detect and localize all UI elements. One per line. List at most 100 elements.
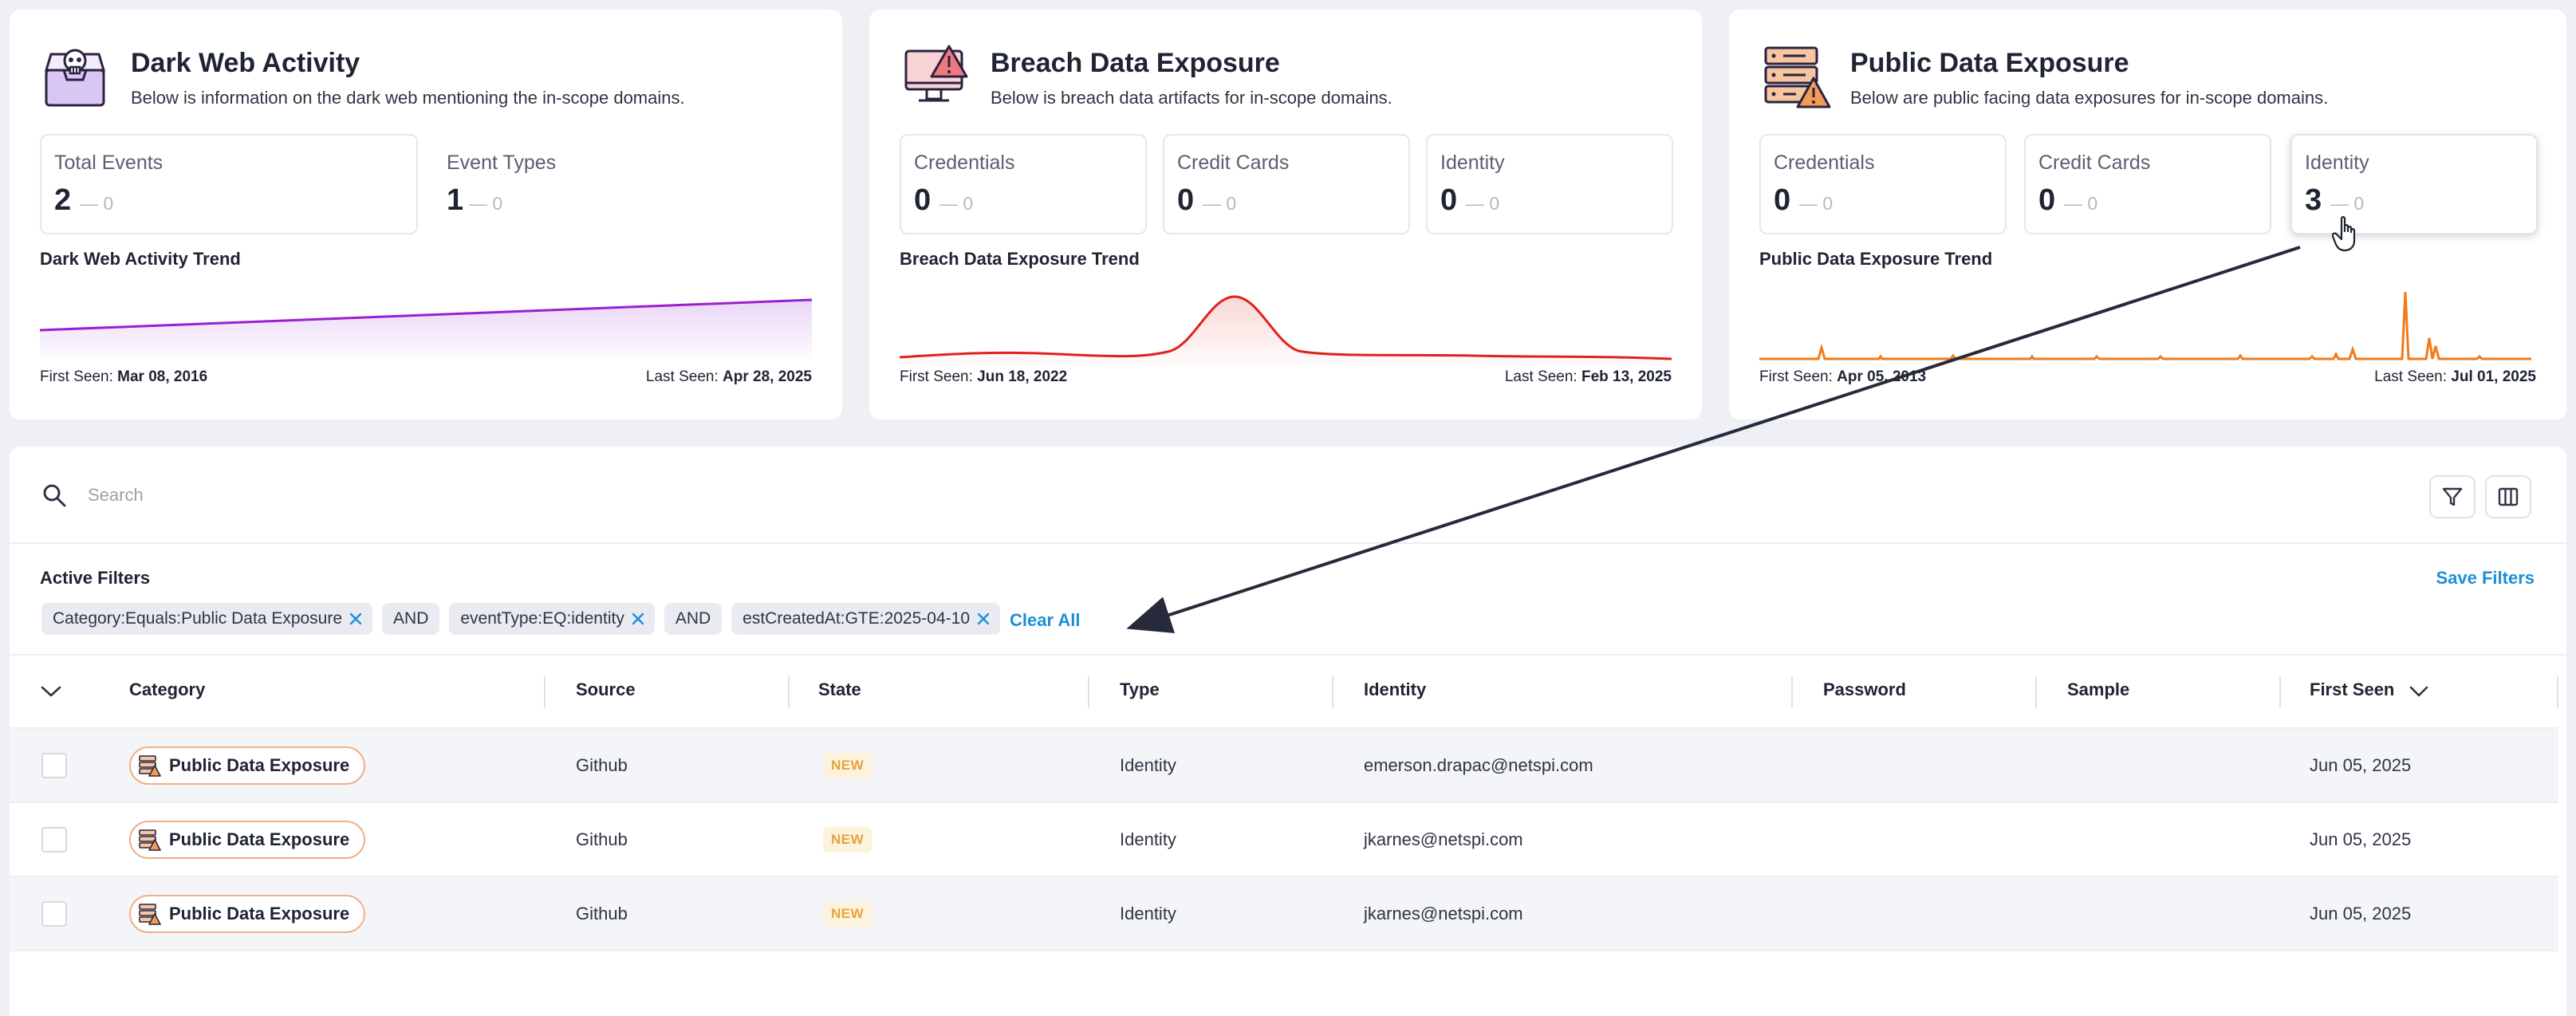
column-resize-handle[interactable]	[544, 676, 546, 708]
column-resize-handle[interactable]	[1088, 676, 1089, 708]
column-resize-handle[interactable]	[2279, 676, 2281, 708]
search-input[interactable]	[88, 475, 1204, 515]
stat-credit-cards[interactable]: Credit Cards 0 — 0	[2024, 134, 2271, 234]
column-header-password[interactable]: Password	[1823, 679, 1906, 699]
summary-cards: Dark Web Activity Below is information o…	[10, 10, 2566, 419]
card-header: Breach Data Exposure Below is breach dat…	[903, 40, 1668, 128]
save-filters-link[interactable]: Save Filters	[2436, 568, 2535, 588]
stat-delta: — 0	[2064, 193, 2098, 214]
filter-button[interactable]	[2429, 475, 2476, 518]
stat-label: Event Types	[447, 152, 557, 174]
stat-value: 0	[914, 183, 932, 217]
remove-filter-icon[interactable]	[347, 610, 364, 628]
table-row[interactable]: Public Data Exposure Github NEW Identity…	[10, 729, 2558, 803]
remove-filter-icon[interactable]	[629, 610, 647, 628]
state-badge: NEW	[823, 753, 872, 778]
first-seen-cell: Jun 05, 2025	[2310, 829, 2412, 849]
stat-identity[interactable]: Identity 3 — 0	[2290, 134, 2538, 234]
stat-label: Credentials	[914, 152, 1015, 174]
column-header-category[interactable]: Category	[129, 679, 206, 699]
active-filters-title: Active Filters	[40, 568, 151, 588]
filter-chip-label: estCreatedAt:GTE:2025-04-10	[742, 609, 970, 628]
category-pill: Public Data Exposure	[129, 895, 366, 933]
column-resize-handle[interactable]	[2557, 676, 2558, 708]
category-label: Public Data Exposure	[169, 829, 350, 849]
table-header: Category Source State Type Identity Pass…	[10, 656, 2558, 729]
first-seen-cell: Jun 05, 2025	[2310, 755, 2412, 775]
trend-title: Breach Data Exposure Trend	[900, 249, 1140, 269]
column-resize-handle[interactable]	[1332, 676, 1333, 708]
monitor-warning-icon	[904, 45, 968, 102]
type-cell: Identity	[1120, 829, 1176, 849]
last-seen: Last Seen: Feb 13, 2025	[1504, 368, 1672, 385]
column-header-state[interactable]: State	[818, 679, 861, 699]
remove-filter-icon[interactable]	[975, 610, 992, 628]
sort-descending-icon[interactable]	[2409, 684, 2429, 699]
stat-delta: — 0	[1799, 193, 1834, 214]
last-seen: Last Seen: Apr 28, 2025	[645, 368, 812, 385]
first-seen: First Seen: Apr 05, 2013	[1759, 368, 1927, 385]
row-checkbox[interactable]	[41, 753, 67, 778]
filter-chip-created-at: estCreatedAt:GTE:2025-04-10	[731, 603, 1000, 635]
dark-web-trend-sparkline	[40, 298, 812, 360]
last-seen: Last Seen: Jul 01, 2025	[2374, 368, 2536, 385]
column-header-first-seen[interactable]: First Seen	[2310, 679, 2395, 699]
stat-total-events[interactable]: Total Events 2 — 0	[40, 134, 418, 234]
public-data-exposure-card: Public Data Exposure Below are public fa…	[1729, 10, 2566, 419]
public-exposure-trend-sparkline	[1759, 291, 2531, 360]
column-header-identity[interactable]: Identity	[1364, 679, 1427, 699]
card-title: Breach Data Exposure	[991, 48, 1280, 78]
column-resize-handle[interactable]	[788, 676, 790, 708]
stat-label: Credentials	[1774, 152, 1875, 174]
column-header-sample[interactable]: Sample	[2067, 679, 2130, 699]
column-resize-handle[interactable]	[1791, 676, 1793, 708]
stat-value: 2	[54, 183, 72, 217]
stat-event-types[interactable]: Event Types 1 — 0	[432, 134, 810, 234]
filter-chip-label: Category:Equals:Public Data Exposure	[53, 609, 343, 628]
first-seen: First Seen: Jun 18, 2022	[900, 368, 1068, 385]
column-resize-handle[interactable]	[2035, 676, 2037, 708]
column-header-type[interactable]: Type	[1120, 679, 1160, 699]
row-checkbox[interactable]	[41, 901, 67, 927]
state-badge: NEW	[823, 827, 872, 853]
hand-cursor-icon	[2332, 216, 2356, 252]
breach-trend-sparkline	[900, 295, 1672, 368]
source-cell: Github	[576, 755, 628, 775]
columns-icon	[2498, 487, 2519, 506]
row-checkbox[interactable]	[41, 827, 67, 853]
server-warning-icon	[139, 829, 161, 851]
filter-operator: AND	[664, 603, 723, 635]
dark-web-activity-card: Dark Web Activity Below is information o…	[10, 10, 842, 419]
stat-value: 0	[1177, 183, 1195, 217]
table-row[interactable]: Public Data Exposure Github NEW Identity…	[10, 877, 2558, 951]
stat-credit-cards[interactable]: Credit Cards 0 — 0	[1163, 134, 1410, 234]
chevron-down-icon[interactable]	[40, 684, 62, 699]
identity-cell: jkarnes@netspi.com	[1364, 904, 1523, 923]
card-header: Dark Web Activity Below is information o…	[43, 40, 809, 128]
stat-label: Identity	[1440, 152, 1505, 174]
columns-button[interactable]	[2485, 475, 2531, 518]
table-row[interactable]: Public Data Exposure Github NEW Identity…	[10, 803, 2558, 877]
breach-data-exposure-card: Breach Data Exposure Below is breach dat…	[869, 10, 1702, 419]
filter-chips: Category:Equals:Public Data Exposure AND…	[41, 603, 1080, 635]
identity-cell: emerson.drapac@netspi.com	[1364, 755, 1593, 775]
stat-value: 3	[2305, 183, 2322, 217]
dark-web-skull-inbox-icon	[44, 49, 106, 107]
stat-credentials[interactable]: Credentials 0 — 0	[900, 134, 1147, 234]
clear-all-filters-link[interactable]: Clear All	[1010, 610, 1081, 630]
trend-line	[1759, 291, 2531, 360]
stat-delta: — 0	[469, 193, 503, 214]
server-warning-icon	[139, 904, 161, 925]
filter-chip-event-type: eventType:EQ:identity	[449, 603, 655, 635]
results-table: Category Source State Type Identity Pass…	[10, 656, 2558, 951]
card-title: Public Data Exposure	[1850, 48, 2129, 78]
stat-credentials[interactable]: Credentials 0 — 0	[1759, 134, 2007, 234]
column-header-source[interactable]: Source	[576, 679, 636, 699]
stat-identity[interactable]: Identity 0 — 0	[1426, 134, 1673, 234]
filter-operator: AND	[382, 603, 440, 635]
card-title: Dark Web Activity	[131, 48, 360, 78]
trend-title: Public Data Exposure Trend	[1759, 249, 1993, 269]
filter-icon	[2442, 487, 2463, 506]
state-badge: NEW	[823, 901, 872, 927]
card-description: Below is breach data artifacts for in-sc…	[991, 88, 1392, 108]
